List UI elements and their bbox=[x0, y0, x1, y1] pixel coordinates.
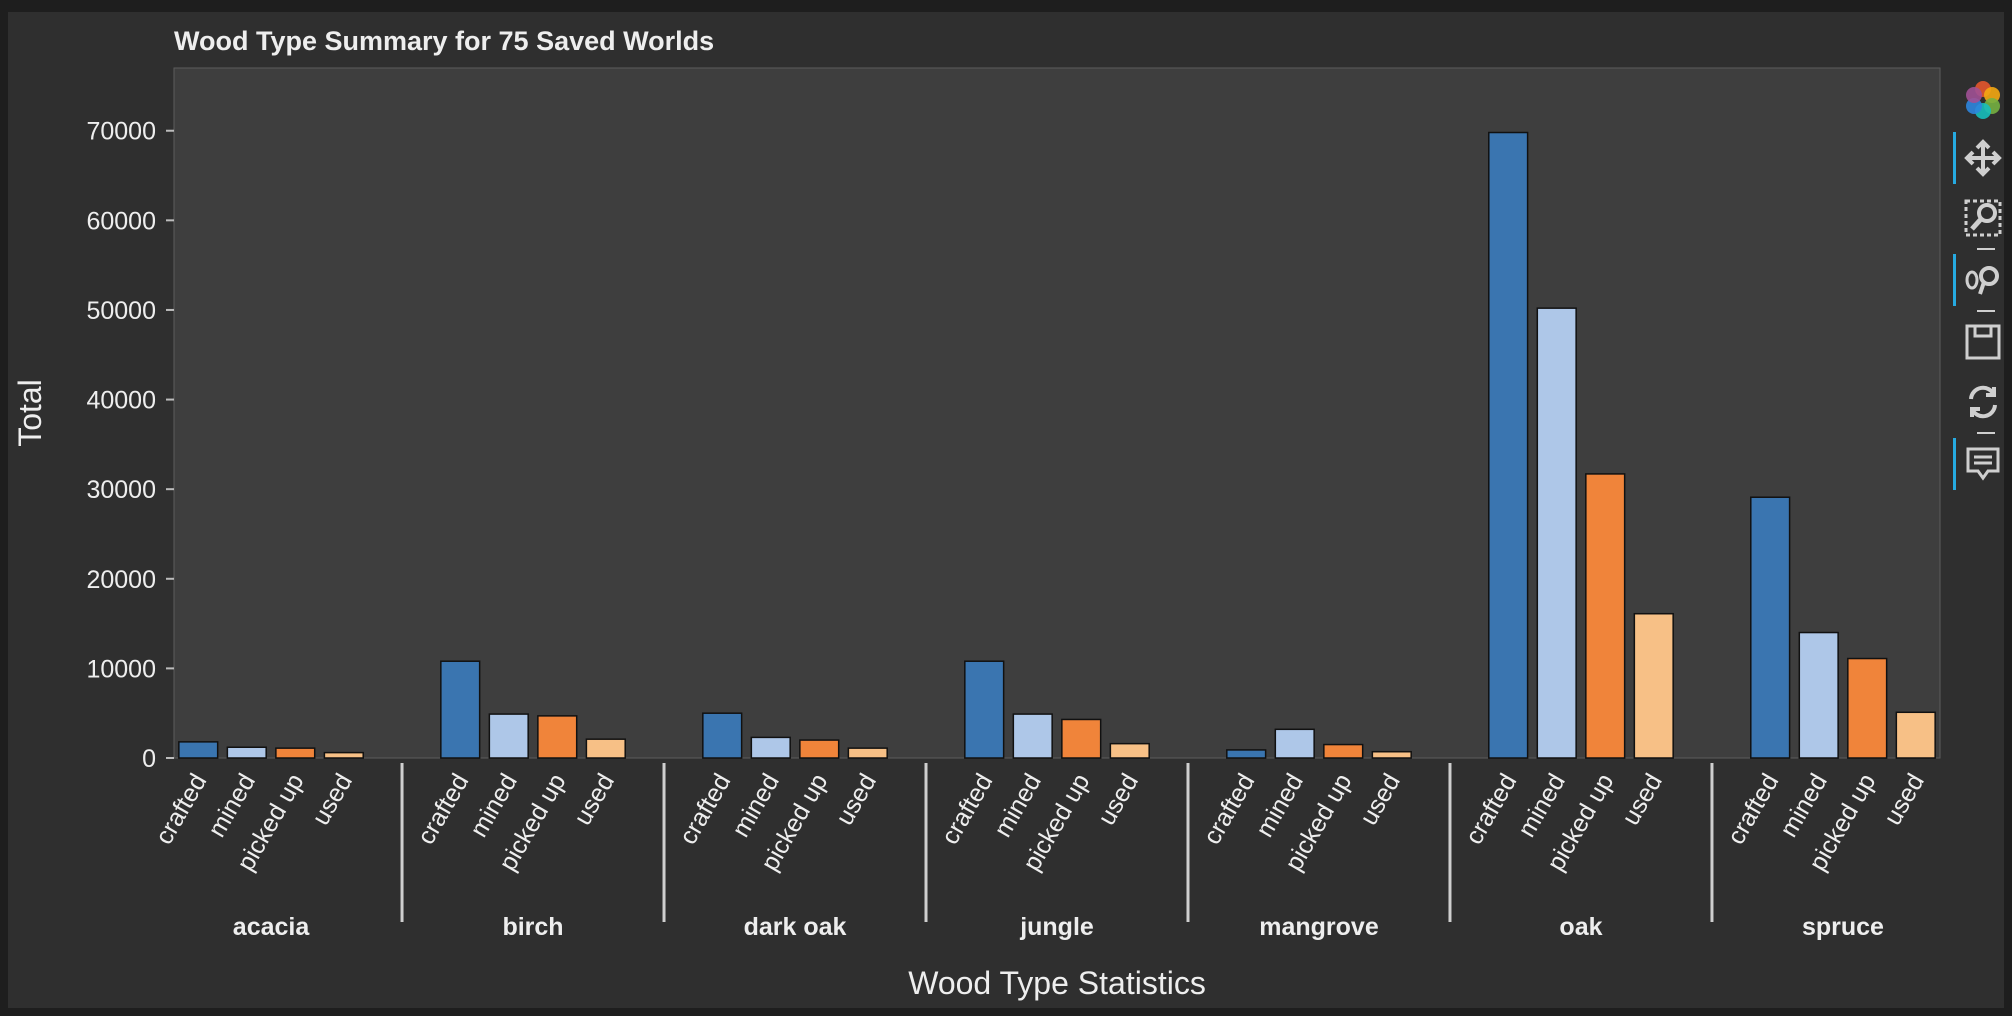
x-group-label: dark oak bbox=[744, 913, 847, 941]
plot-area bbox=[173, 67, 1941, 759]
bar bbox=[1585, 473, 1626, 759]
box-zoom-icon[interactable] bbox=[1953, 190, 2012, 246]
bar bbox=[1488, 131, 1529, 759]
chart-title: Wood Type Summary for 75 Saved Worlds bbox=[174, 26, 714, 56]
bar bbox=[1371, 750, 1412, 759]
reset-icon[interactable] bbox=[1953, 374, 2012, 430]
bar bbox=[1109, 742, 1150, 759]
bar bbox=[1012, 713, 1053, 759]
x-subcategory-label: crafted bbox=[1198, 769, 1260, 849]
x-group-label: acacia bbox=[233, 913, 311, 941]
y-tick-label: 60000 bbox=[86, 207, 156, 235]
chart-toolbar bbox=[1953, 72, 2012, 512]
x-subcategory-label: used bbox=[1093, 769, 1144, 830]
y-tick-label: 70000 bbox=[86, 118, 156, 146]
bar bbox=[1847, 657, 1888, 759]
bar bbox=[1323, 743, 1364, 759]
bar bbox=[1798, 631, 1839, 759]
bar bbox=[964, 660, 1005, 759]
x-subcategory-label: crafted bbox=[936, 769, 998, 849]
x-subcategory-label: crafted bbox=[1722, 769, 1784, 849]
bar bbox=[275, 747, 316, 759]
x-group-label: oak bbox=[1559, 913, 1602, 941]
y-tick-label: 30000 bbox=[86, 476, 156, 504]
x-group-label: jungle bbox=[1019, 913, 1094, 941]
x-subcategory-label: used bbox=[831, 769, 882, 830]
y-tick-label: 0 bbox=[142, 745, 156, 773]
bar bbox=[1536, 307, 1577, 759]
bar bbox=[702, 712, 743, 759]
x-subcategory-label: used bbox=[307, 769, 358, 830]
x-group-label: spruce bbox=[1802, 913, 1884, 941]
bar bbox=[323, 751, 364, 759]
bar bbox=[585, 738, 626, 759]
bar bbox=[226, 746, 267, 759]
bar bbox=[750, 736, 791, 759]
x-subcategory-label: used bbox=[1355, 769, 1406, 830]
x-group-label: mangrove bbox=[1259, 913, 1379, 941]
y-tick-label: 40000 bbox=[86, 387, 156, 415]
bar bbox=[847, 747, 888, 759]
y-axis-ticks: 0 10000 20000 30000 40000 50000 60000 70000 bbox=[86, 118, 174, 773]
bar bbox=[537, 715, 578, 759]
toolbar-divider bbox=[1977, 432, 1995, 434]
x-group-label: birch bbox=[502, 913, 563, 941]
toolbar-divider bbox=[1977, 248, 1995, 250]
y-tick-label: 50000 bbox=[86, 297, 156, 325]
bar bbox=[799, 739, 840, 759]
pan-move-icon[interactable] bbox=[1953, 130, 2012, 186]
bar bbox=[1895, 711, 1936, 759]
wheel-zoom-icon[interactable] bbox=[1953, 252, 2012, 308]
bar bbox=[178, 741, 219, 759]
bar bbox=[1750, 496, 1791, 759]
x-subcategory-label: crafted bbox=[1460, 769, 1522, 849]
hover-icon[interactable] bbox=[1953, 436, 2012, 492]
chart-frame: Wood Type Summary for 75 Saved Worlds To… bbox=[8, 12, 2004, 1008]
x-subcategory-label: used bbox=[569, 769, 620, 830]
save-icon[interactable] bbox=[1953, 314, 2012, 370]
bar bbox=[1274, 728, 1315, 759]
bar bbox=[1633, 612, 1674, 759]
y-axis-label: Total bbox=[12, 379, 48, 447]
bar bbox=[440, 660, 481, 759]
x-subcategory-label: crafted bbox=[674, 769, 736, 849]
x-subcategory-label: used bbox=[1879, 769, 1930, 830]
bar bbox=[488, 713, 529, 759]
bokeh-logo-icon[interactable] bbox=[1953, 72, 2012, 128]
y-tick-label: 20000 bbox=[86, 566, 156, 594]
bar bbox=[1226, 749, 1267, 759]
x-subcategory-label: used bbox=[1617, 769, 1668, 830]
x-subcategory-label: crafted bbox=[412, 769, 474, 849]
x-subcategory-label: crafted bbox=[150, 769, 212, 849]
x-axis-label: Wood Type Statistics bbox=[908, 965, 1206, 1001]
bars-layer bbox=[178, 131, 1936, 759]
toolbar-divider bbox=[1977, 310, 1995, 312]
bar bbox=[1061, 718, 1102, 759]
bar-chart: Wood Type Summary for 75 Saved Worlds To… bbox=[12, 26, 1941, 1001]
y-tick-label: 10000 bbox=[86, 655, 156, 683]
